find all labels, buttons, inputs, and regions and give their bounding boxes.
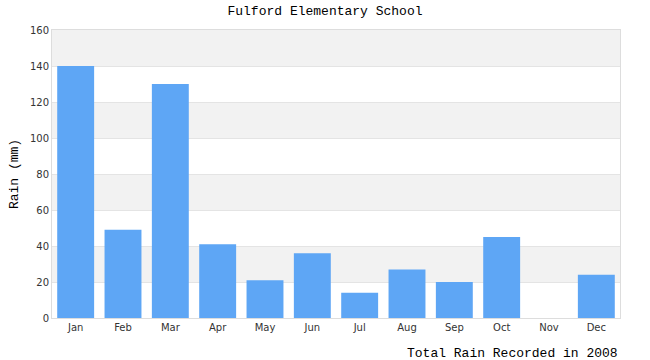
svg-text:Total Rain Recorded in 2008: Total Rain Recorded in 2008 [407, 346, 618, 360]
svg-text:60: 60 [36, 205, 49, 216]
svg-text:Jun: Jun [304, 322, 321, 333]
svg-text:Sep: Sep [445, 322, 464, 333]
svg-text:Fulford Elementary School: Fulford Elementary School [227, 4, 422, 19]
svg-text:120: 120 [30, 97, 49, 108]
svg-text:Dec: Dec [587, 322, 606, 333]
svg-text:Mar: Mar [161, 322, 181, 333]
svg-text:Jul: Jul [353, 322, 366, 333]
svg-text:Feb: Feb [114, 322, 132, 333]
svg-text:80: 80 [36, 169, 49, 180]
svg-text:Rain (mm): Rain (mm) [7, 139, 22, 209]
svg-text:Jan: Jan [67, 322, 83, 333]
svg-text:20: 20 [36, 277, 49, 288]
svg-text:140: 140 [30, 61, 49, 72]
svg-text:40: 40 [36, 241, 49, 252]
svg-text:Aug: Aug [397, 322, 417, 333]
svg-text:0: 0 [43, 313, 49, 324]
svg-text:May: May [255, 322, 276, 333]
svg-text:Oct: Oct [493, 322, 510, 333]
svg-text:Nov: Nov [539, 322, 559, 333]
svg-text:Apr: Apr [209, 322, 227, 333]
svg-text:160: 160 [30, 25, 49, 36]
svg-text:100: 100 [30, 133, 49, 144]
